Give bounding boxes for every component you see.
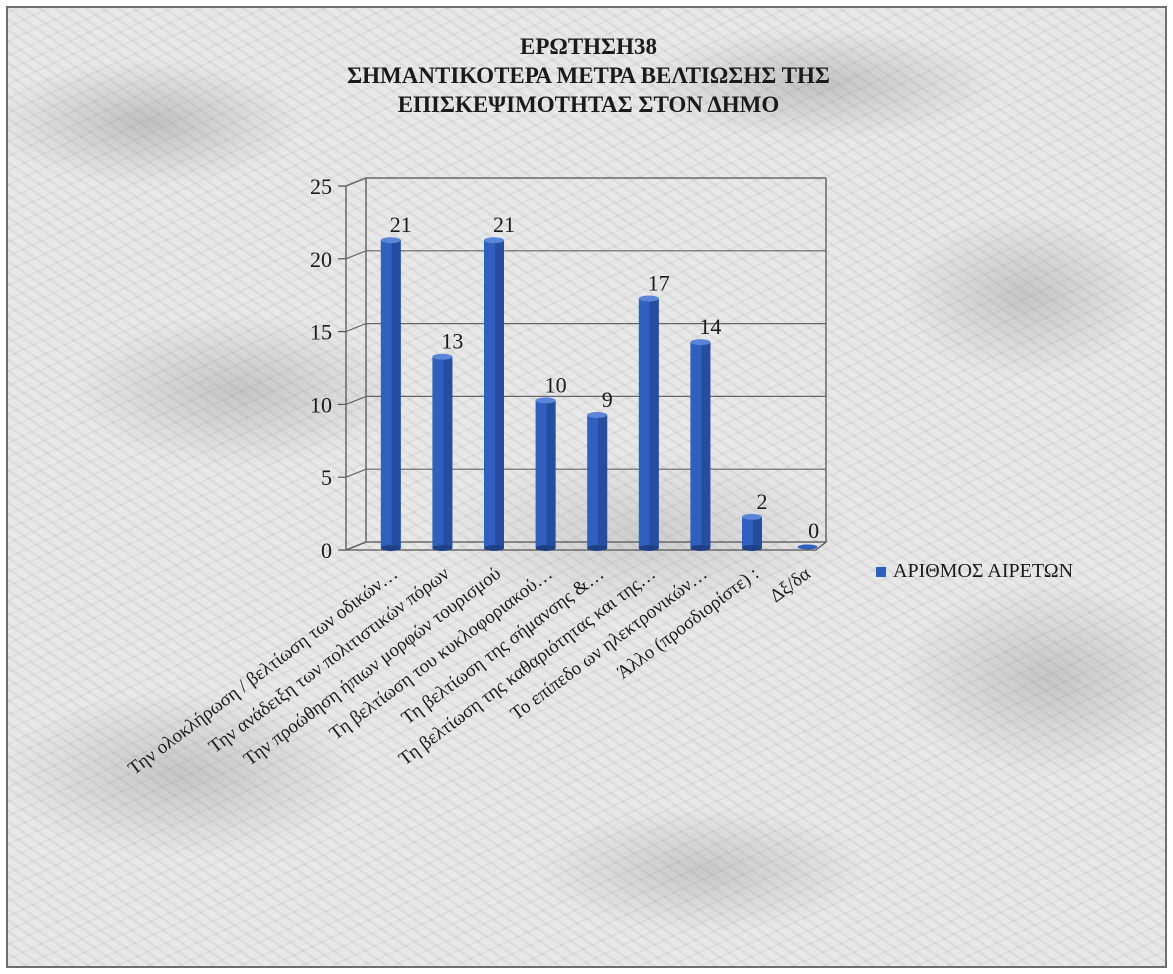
bar-base [432, 545, 453, 551]
gridline [345, 395, 826, 405]
category-label: Δξ/δα [766, 563, 815, 607]
y-tick-label: 5 [321, 465, 332, 490]
bar-base [535, 545, 556, 551]
bar-base [380, 545, 401, 551]
bar [484, 237, 504, 551]
bar-shade [495, 240, 504, 549]
bar [690, 339, 711, 551]
bar-shade [701, 342, 711, 548]
bar-base [690, 545, 711, 551]
gridline [345, 541, 826, 551]
gridlines [345, 177, 826, 551]
category-labels: Την ολοκλήρωση / βελτίωση των οδικών…Την… [124, 563, 814, 780]
data-label: 2 [757, 489, 768, 514]
bar-base [638, 545, 659, 551]
y-tick-label: 15 [310, 320, 332, 345]
data-label: 14 [699, 314, 721, 339]
side-wall [345, 177, 367, 551]
bar-shade [753, 516, 762, 548]
data-labels: 21 13 21 10 9 17 14 2 0 [390, 212, 819, 543]
bar-top [742, 513, 762, 520]
chart-title: ΕΡΩΤΗΣΗ38 ΣΗΜΑΝΤΙΚΟΤΕΡΑ ΜΕΤΡΑ ΒΕΛΤΙΩΣΗΣ … [8, 32, 1165, 119]
data-label: 21 [493, 212, 515, 237]
gridline [345, 177, 826, 187]
bar-shade [598, 414, 608, 548]
y-tick-label: 25 [310, 174, 332, 199]
bar-shade [391, 240, 401, 549]
gridline [345, 468, 826, 478]
y-tick-label: 0 [321, 538, 332, 563]
gridline [345, 250, 826, 260]
bar-base [587, 545, 608, 551]
chart-frame: ΕΡΩΤΗΣΗ38 ΣΗΜΑΝΤΙΚΟΤΕΡΑ ΜΕΤΡΑ ΒΕΛΤΙΩΣΗΣ … [6, 6, 1167, 968]
bar-top [484, 237, 504, 244]
bars [380, 237, 818, 551]
bar-top [797, 544, 818, 550]
bar [432, 353, 453, 551]
legend: ΑΡΙΘΜΟΣ ΑΙΡΕΤΩΝ [876, 560, 1073, 583]
bar-top [690, 339, 711, 346]
y-axis-ticks: 0 5 10 15 20 25 [310, 174, 346, 563]
bar-shade [443, 356, 453, 548]
bar-top [587, 411, 608, 418]
bar-base [742, 545, 762, 551]
chart-title-line-2: ΣΗΜΑΝΤΙΚΟΤΕΡΑ ΜΕΤΡΑ ΒΕΛΤΙΩΣΗΣ ΤΗΣ [347, 63, 830, 88]
data-label: 21 [390, 212, 412, 237]
data-label: 9 [602, 387, 613, 412]
y-tick-label: 10 [310, 392, 332, 417]
bar-top [380, 237, 401, 244]
data-label: 17 [648, 270, 670, 295]
data-label: 13 [441, 329, 463, 354]
bar [638, 295, 659, 551]
bar [587, 411, 608, 551]
plot-area [345, 177, 828, 551]
chart-title-line-1: ΕΡΩΤΗΣΗ38 [520, 34, 657, 59]
bar-top [535, 397, 556, 404]
bar-top [432, 353, 453, 360]
bar [380, 237, 401, 551]
bar [742, 513, 762, 551]
bar-shade [649, 298, 659, 548]
chart-title-line-3: ΕΠΙΣΚΕΨΙΜΟΤΗΤΑΣ ΣΤΟΝ ΔΗΜΟ [397, 92, 780, 117]
bar-shade [546, 400, 556, 548]
data-label: 10 [545, 372, 567, 397]
data-label: 0 [808, 518, 819, 543]
bar-top [638, 295, 659, 302]
bar-base [484, 545, 504, 551]
y-tick-label: 20 [310, 247, 332, 272]
bar [535, 397, 556, 551]
bar [797, 544, 818, 550]
legend-label: ΑΡΙΘΜΟΣ ΑΙΡΕΤΩΝ [893, 560, 1074, 582]
legend-swatch [876, 566, 886, 577]
gridline [345, 323, 826, 333]
